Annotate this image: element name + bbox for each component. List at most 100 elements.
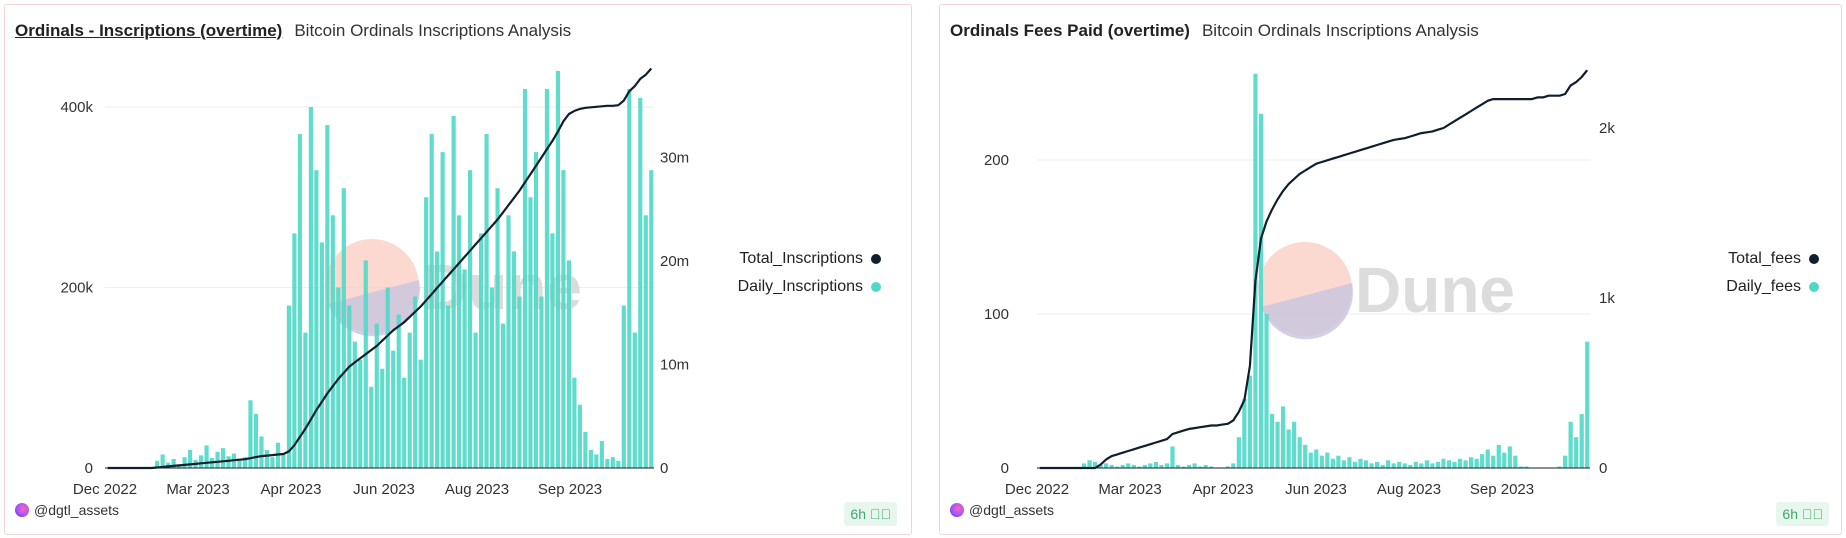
legend-item-daily[interactable]: Daily_Inscriptions	[738, 273, 881, 301]
daily-bar	[643, 215, 648, 468]
daily-bar	[1518, 466, 1523, 468]
legend-item-daily[interactable]: Daily_fees	[1726, 273, 1819, 301]
daily-bar	[1358, 458, 1363, 468]
refresh-badge[interactable]: 6h ✓⃝	[1776, 502, 1829, 526]
daily-bar	[495, 188, 500, 468]
daily-bar	[616, 460, 621, 468]
daily-bar	[484, 134, 489, 468]
daily-bar	[1314, 449, 1319, 468]
daily-bar	[424, 197, 429, 468]
daily-bar	[1280, 406, 1286, 468]
daily-bar	[550, 233, 555, 468]
daily-bar	[1175, 464, 1181, 468]
chart-title-link[interactable]: Ordinals - Inscriptions (overtime)	[15, 21, 283, 40]
total-line	[107, 67, 653, 470]
daily-bar	[1131, 464, 1136, 468]
daily-bar	[649, 170, 654, 469]
y-axis-right-tick: 20m	[660, 253, 689, 270]
fees-chart-card: Ordinals Fees Paid (overtime) Bitcoin Ord…	[939, 4, 1842, 535]
daily-bar	[1513, 455, 1518, 468]
daily-bar	[1269, 414, 1275, 468]
y-axis-left-tick: 0	[1001, 460, 1009, 477]
daily-bar	[544, 88, 550, 468]
inscriptions-chart-card: Ordinals - Inscriptions (overtime) Bitcoi…	[4, 4, 912, 535]
daily-bar	[341, 188, 346, 468]
daily-bar	[429, 134, 434, 468]
daily-bar	[1435, 461, 1441, 468]
daily-bar	[418, 359, 423, 468]
daily-bar	[1363, 460, 1369, 468]
daily-bar	[1319, 455, 1324, 468]
check-circle-icon: ✓⃝	[1802, 506, 1823, 522]
daily-bar	[522, 88, 528, 468]
chart-title-link[interactable]: Ordinals Fees Paid (overtime)	[950, 21, 1190, 40]
daily-bar	[1413, 461, 1418, 468]
daily-bar	[330, 215, 335, 468]
avatar	[950, 503, 964, 517]
daily-bar	[1115, 466, 1120, 468]
daily-bar	[1275, 421, 1280, 468]
daily-bar	[462, 269, 467, 468]
daily-bar	[1253, 73, 1258, 468]
daily-bar	[446, 305, 451, 468]
y-axis-right-tick: 2k	[1599, 120, 1615, 137]
daily-bar	[1231, 463, 1236, 468]
daily-bar	[610, 457, 615, 468]
daily-bar	[160, 454, 165, 468]
check-circle-icon: ✓⃝	[870, 506, 891, 522]
daily-bar	[506, 215, 511, 468]
daily-bar	[489, 287, 495, 468]
total-line	[1039, 69, 1589, 470]
x-axis-tick: Apr 2023	[261, 481, 322, 498]
daily-bar	[363, 260, 368, 468]
author[interactable]: @dgtl_assets	[15, 502, 119, 518]
legend-dot-icon	[871, 281, 881, 292]
daily-bar	[413, 296, 418, 468]
daily-bar	[638, 97, 643, 468]
daily-bar	[1391, 463, 1396, 468]
daily-bar	[539, 296, 544, 468]
daily-bar	[188, 449, 193, 468]
daily-bar	[220, 448, 226, 468]
daily-bar	[1430, 463, 1435, 468]
legend-item-total[interactable]: Total_fees	[1726, 245, 1819, 273]
y-axis-left-tick: 200k	[60, 280, 93, 297]
legend-item-total[interactable]: Total_Inscriptions	[738, 245, 881, 273]
daily-bar	[1347, 457, 1352, 468]
author[interactable]: @dgtl_assets	[950, 502, 1054, 518]
daily-bar	[1203, 464, 1208, 468]
daily-bar	[572, 377, 577, 468]
daily-bar	[374, 323, 379, 468]
daily-bar	[369, 386, 374, 468]
author-name: @dgtl_assets	[969, 502, 1055, 518]
daily-bar	[478, 233, 484, 468]
daily-bar	[204, 445, 209, 468]
daily-bar	[1164, 463, 1170, 468]
daily-bar	[1341, 460, 1347, 468]
daily-bar	[1225, 466, 1230, 468]
daily-bar	[1424, 460, 1429, 468]
daily-bar	[1297, 437, 1302, 468]
x-axis-tick: Jun 2023	[353, 481, 415, 498]
daily-bar	[1104, 463, 1109, 468]
daily-bar	[319, 242, 324, 468]
daily-bar	[1485, 449, 1490, 468]
x-axis-tick: Dec 2022	[73, 481, 137, 498]
daily-bar	[1126, 463, 1131, 468]
daily-bar	[253, 413, 259, 468]
refresh-badge[interactable]: 6h ✓⃝	[844, 502, 897, 526]
y-axis-right-tick: 30m	[660, 150, 689, 167]
daily-bar	[435, 251, 440, 468]
y-axis-left-tick: 400k	[60, 99, 93, 116]
daily-bar	[1446, 460, 1452, 468]
daily-bar	[517, 296, 522, 468]
dune-watermark: Dune	[1355, 254, 1515, 326]
daily-bar	[1198, 466, 1203, 468]
daily-bar	[1148, 463, 1153, 468]
daily-bar	[605, 458, 610, 468]
daily-bar	[561, 170, 566, 469]
refresh-age: 6h	[850, 506, 866, 522]
daily-bar	[1258, 113, 1264, 469]
legend-dot-icon	[1809, 253, 1819, 264]
